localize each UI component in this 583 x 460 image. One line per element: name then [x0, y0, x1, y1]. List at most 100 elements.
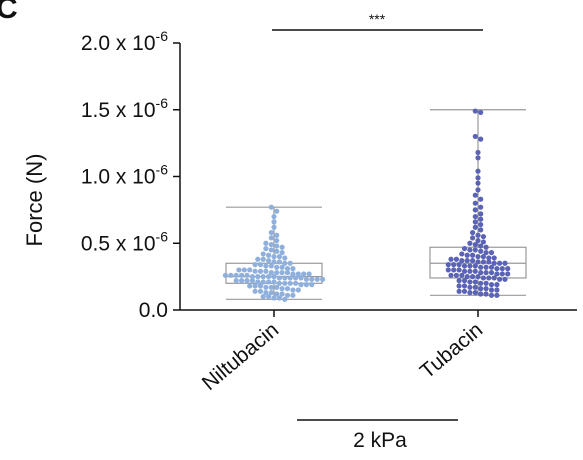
data-point — [467, 240, 473, 246]
data-point — [505, 271, 511, 277]
x-tick-label-niltubacin: Niltubacin — [198, 318, 283, 395]
data-point — [274, 232, 280, 238]
y-tick-label: 1.5 x 10-6 — [81, 95, 168, 122]
data-point — [284, 270, 291, 276]
data-point — [451, 267, 457, 273]
data-point — [494, 271, 500, 277]
data-point — [478, 291, 484, 297]
data-point — [266, 279, 272, 285]
data-point — [268, 235, 274, 241]
data-point — [470, 252, 476, 258]
boxplot-tubacin — [429, 109, 527, 296]
data-point — [263, 268, 269, 274]
data-point — [260, 256, 266, 262]
data-points — [222, 108, 511, 302]
data-point — [279, 270, 285, 276]
data-point — [276, 259, 282, 265]
data-point — [271, 224, 277, 230]
data-point — [314, 276, 320, 282]
data-point — [475, 259, 481, 265]
data-point — [279, 244, 285, 250]
data-point — [459, 251, 465, 257]
data-point — [478, 286, 484, 292]
data-point — [279, 286, 285, 292]
data-point — [475, 254, 481, 260]
data-point — [282, 260, 288, 266]
data-point — [491, 260, 497, 266]
data-point — [475, 155, 481, 161]
data-point — [470, 235, 476, 241]
data-point — [456, 267, 462, 273]
data-point — [287, 260, 293, 266]
data-point — [268, 229, 274, 236]
data-point — [249, 274, 255, 280]
data-point — [464, 258, 470, 264]
data-point — [298, 275, 304, 281]
data-point — [271, 279, 277, 285]
data-point — [282, 296, 288, 302]
data-point — [472, 241, 478, 248]
data-point — [475, 168, 481, 174]
data-point — [456, 283, 462, 289]
data-point — [268, 247, 274, 253]
data-point — [271, 274, 277, 280]
data-point — [470, 274, 476, 280]
data-point — [480, 254, 486, 260]
data-point — [475, 175, 481, 181]
data-point — [472, 192, 478, 198]
data-point — [459, 272, 465, 278]
data-point — [472, 263, 478, 269]
data-point — [461, 263, 468, 269]
data-point — [284, 266, 291, 272]
data-point — [274, 248, 280, 254]
points-niltubacin — [222, 204, 326, 302]
data-point — [274, 264, 280, 270]
data-point — [244, 272, 250, 278]
data-point — [475, 237, 481, 244]
data-point — [247, 283, 253, 289]
data-point — [222, 272, 228, 278]
data-point — [263, 240, 269, 246]
data-point — [274, 243, 280, 249]
data-point — [483, 270, 489, 276]
data-point — [478, 216, 484, 222]
data-point — [274, 291, 280, 297]
data-point — [306, 271, 312, 277]
data-point — [475, 232, 481, 238]
data-point — [467, 290, 473, 296]
data-point — [290, 287, 296, 293]
y-tick-label: 2.0 x 10-6 — [81, 28, 168, 55]
data-point — [467, 263, 473, 269]
data-point — [461, 245, 468, 252]
data-point — [252, 288, 258, 294]
data-point — [448, 272, 454, 278]
data-point — [456, 278, 462, 284]
data-point — [276, 295, 282, 301]
data-point — [475, 274, 481, 280]
data-point — [266, 252, 272, 258]
data-point — [480, 239, 486, 245]
data-point — [478, 136, 484, 142]
data-point — [241, 267, 247, 273]
data-point — [478, 270, 484, 276]
data-point — [257, 283, 264, 289]
data-point — [268, 284, 274, 290]
data-point — [284, 286, 291, 292]
data-point — [459, 258, 465, 264]
data-point — [451, 262, 457, 268]
data-point — [478, 227, 484, 233]
data-point — [247, 267, 253, 273]
data-point — [268, 204, 274, 210]
data-point — [279, 291, 285, 297]
data-point — [268, 270, 274, 276]
data-point — [488, 282, 495, 288]
data-point — [486, 259, 492, 265]
y-tick-label: 0.5 x 10-6 — [81, 228, 168, 255]
data-point — [461, 288, 468, 294]
data-point — [461, 278, 468, 284]
data-point — [472, 284, 478, 290]
data-point — [478, 221, 484, 228]
data-point — [290, 292, 296, 298]
data-point — [282, 255, 288, 261]
data-point — [497, 260, 503, 266]
